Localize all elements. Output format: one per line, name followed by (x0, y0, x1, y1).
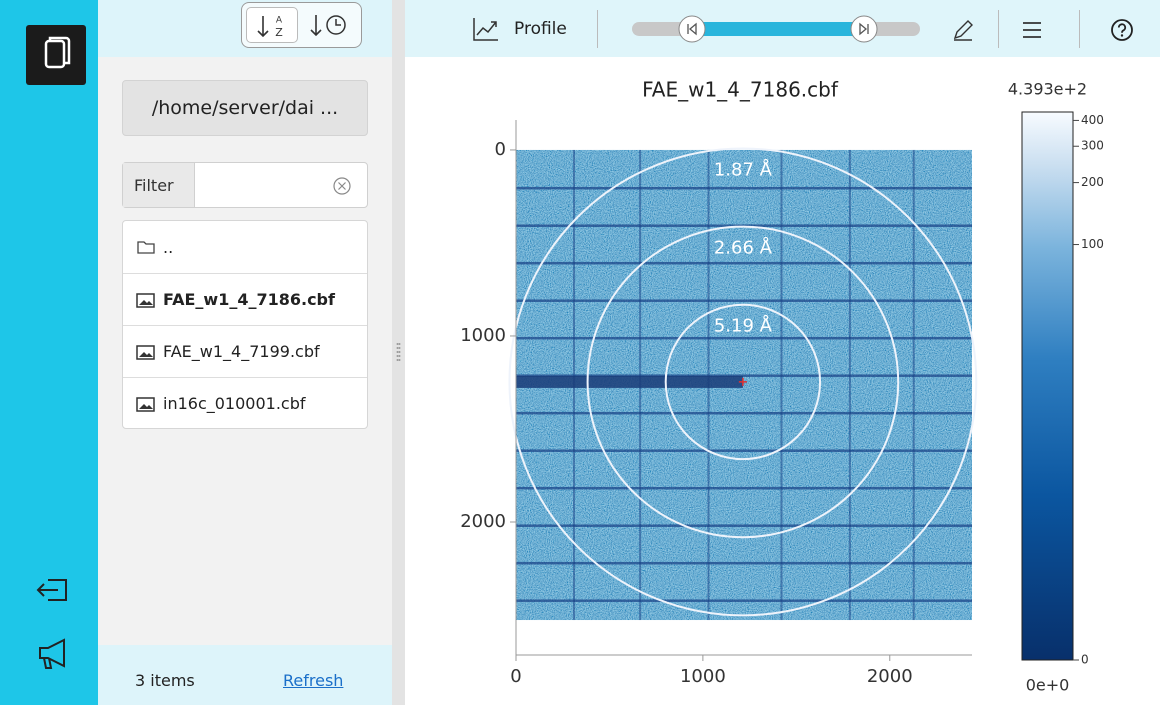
file-name: in16c_010001.cbf (163, 394, 306, 413)
file-entry[interactable]: in16c_010001.cbf (123, 377, 367, 429)
file-entry[interactable]: .. (123, 221, 367, 273)
file-entry[interactable]: FAE_w1_4_7199.cbf (123, 325, 367, 377)
module-gap (516, 262, 972, 265)
clear-filter[interactable] (331, 175, 353, 197)
module-gap (516, 524, 972, 527)
colorbar-tick-label: 0 (1081, 653, 1089, 667)
help-icon[interactable] (1110, 18, 1134, 42)
svg-text:A: A (276, 16, 283, 26)
filter-label: Filter (123, 163, 195, 207)
ring-label: 5.19 Å (714, 315, 773, 337)
ring-label: 2.66 Å (714, 237, 773, 259)
file-list: .. FAE_w1_4_7186.cbf FAE_w1_4_7199.cbf in16… (122, 220, 368, 429)
module-gap (516, 337, 972, 340)
x-tick-label: 2000 (867, 666, 913, 687)
profile-button[interactable]: Profile (514, 19, 567, 39)
file-name: FAE_w1_4_7199.cbf (163, 342, 320, 361)
sort-date-button[interactable] (304, 7, 356, 43)
colorbar-tick-label: 100 (1081, 237, 1104, 251)
x-tick-label: 1000 (680, 666, 726, 687)
image-viewer: FAE_w1_4_7186.cbf 5.19 Å 2.66 Å 1.87 Å 0 100… (405, 57, 1160, 705)
module-gap (516, 412, 972, 415)
module-gap (913, 150, 915, 620)
colorbar-tick-label: 400 (1081, 113, 1104, 127)
item-count: 3 items (135, 671, 195, 690)
module-gap (516, 562, 972, 565)
module-gap (516, 449, 972, 452)
menu-icon[interactable] (1020, 18, 1044, 42)
separator (1079, 10, 1080, 48)
refresh-link[interactable]: Refresh (283, 671, 343, 690)
splitter[interactable] (392, 0, 405, 705)
edit-icon[interactable] (951, 18, 975, 42)
colorbar (1022, 112, 1073, 660)
module-gap (516, 187, 972, 190)
profile-icon (471, 16, 501, 42)
module-gap (516, 599, 972, 602)
separator (597, 10, 598, 48)
x-tick-label: 0 (510, 666, 521, 687)
slice-slider[interactable] (630, 14, 925, 44)
module-gap (516, 487, 972, 490)
svg-text:Z: Z (275, 26, 283, 39)
file-name: .. (163, 238, 173, 257)
logout-icon[interactable] (34, 572, 74, 608)
colorbar-min: 0e+0 (1026, 676, 1070, 695)
colorbar-tick-label: 200 (1081, 175, 1104, 189)
explorer-toggle[interactable] (26, 25, 86, 85)
filter-box: Filter (122, 162, 368, 208)
status-bar: 3 items Refresh (98, 645, 392, 705)
y-tick-label: 2000 (460, 511, 506, 532)
announce-icon[interactable] (34, 636, 74, 672)
image-title: FAE_w1_4_7186.cbf (642, 78, 839, 102)
path-box[interactable]: /home/server/dai ... (122, 80, 368, 136)
file-name: FAE_w1_4_7186.cbf (163, 290, 335, 309)
module-gap (516, 299, 972, 302)
file-entry[interactable]: FAE_w1_4_7186.cbf (123, 273, 367, 325)
colorbar-max: 4.393e+2 (1008, 80, 1087, 99)
y-tick-label: 0 (495, 139, 506, 160)
module-gap (780, 150, 782, 620)
module-gap (849, 150, 851, 620)
colorbar-tick-label: 300 (1081, 139, 1104, 153)
beam-stop (516, 376, 743, 388)
filter-input[interactable] (195, 163, 335, 207)
sidebar (0, 0, 98, 705)
ring-label: 1.87 Å (714, 158, 773, 180)
y-tick-label: 1000 (460, 325, 506, 346)
page: AZ /home/server/dai ... Filter .. FAE_w1_… (0, 0, 1160, 705)
separator (998, 10, 999, 48)
toolbar: Profile (405, 0, 1160, 57)
